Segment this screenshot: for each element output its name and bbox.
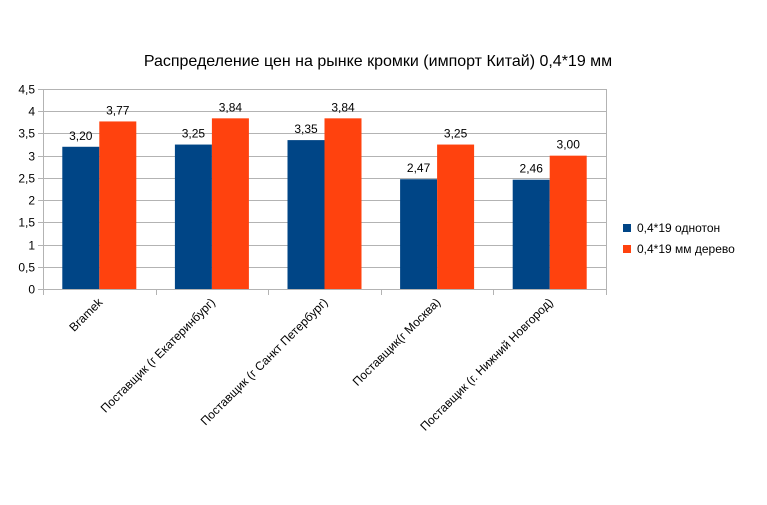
y-tick-label: 0 (28, 283, 35, 297)
bars (62, 118, 587, 289)
bar (549, 155, 587, 289)
bar (62, 146, 100, 289)
y-tick-label: 1 (28, 239, 35, 253)
data-label: 3,77 (106, 103, 130, 117)
y-tick-label: 0,5 (18, 261, 35, 275)
chart-title: Распределение цен на рынке кромки (импор… (144, 53, 612, 70)
x-tick-label: Поставщик (г Екатеринбург) (98, 295, 218, 415)
y-axis-ticks: 0 0,5 1 1,5 2 2,5 3 3,5 4 4,5 (18, 83, 35, 297)
bar (99, 121, 137, 289)
x-tick-label: Поставщик (г Санкт Петербург) (198, 295, 331, 428)
y-tick-label: 3 (28, 150, 35, 164)
y-tick-label: 2 (28, 194, 35, 208)
y-tick-label: 4 (28, 105, 35, 119)
data-label: 3,25 (444, 127, 468, 141)
x-tick-label: Поставщик(г Москва) (350, 295, 443, 388)
y-tick-label: 1,5 (18, 216, 35, 230)
data-label: 2,47 (407, 161, 431, 175)
legend: 0,4*19 однотон 0,4*19 мм дерево (623, 221, 735, 256)
y-tick-label: 4,5 (18, 83, 35, 97)
data-label: 3,20 (69, 129, 93, 143)
data-labels: 3,20 3,77 3,25 3,84 3,35 3,84 2,47 3,25 2,46 3,00 (69, 100, 580, 175)
x-tick-label: Bramek (66, 295, 106, 335)
data-label: 3,00 (557, 138, 581, 152)
legend-swatch (623, 245, 631, 253)
bar (211, 118, 249, 289)
bar (324, 118, 362, 289)
bar (512, 179, 550, 289)
bar (287, 140, 325, 289)
y-tick-label: 3,5 (18, 127, 35, 141)
legend-label: 0,4*19 однотон (637, 221, 720, 235)
bar (174, 144, 212, 289)
legend-swatch (623, 224, 631, 232)
bar (437, 144, 475, 289)
data-label: 3,35 (294, 122, 318, 136)
y-tick-label: 2,5 (18, 172, 35, 186)
legend-label: 0,4*19 мм дерево (637, 242, 735, 256)
data-label: 2,46 (520, 162, 544, 176)
data-label: 3,84 (331, 100, 355, 114)
data-label: 3,84 (219, 100, 243, 114)
data-label: 3,25 (182, 127, 206, 141)
x-tick-label: Поставщик (г. Нижний Новгород) (417, 295, 555, 433)
bar (400, 179, 438, 289)
